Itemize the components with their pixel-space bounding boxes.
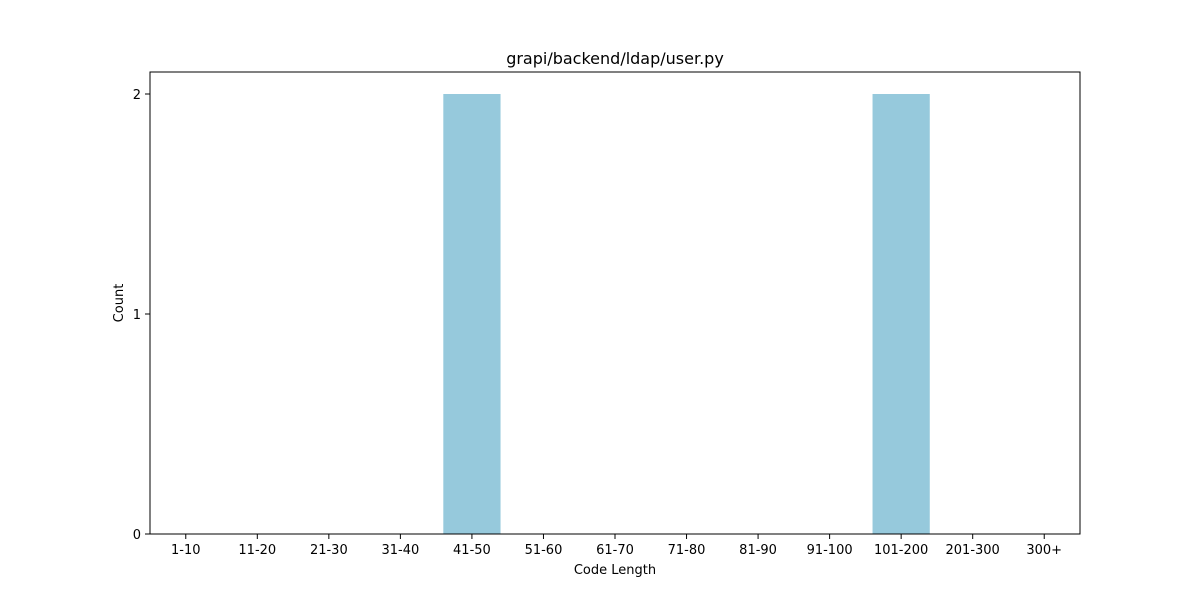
y-tick-label: 0 [133, 528, 141, 543]
bar-41-50 [443, 94, 501, 534]
y-tick-label: 1 [133, 308, 141, 323]
bar-group [443, 94, 930, 534]
x-tick-label: 21-30 [310, 543, 348, 558]
plot-frame [149, 71, 1081, 535]
x-tick-label: 81-90 [739, 543, 777, 558]
chart-title: grapi/backend/ldap/user.py [506, 49, 724, 68]
y-axis: 0 1 2 [133, 88, 150, 543]
x-tick-label: 201-300 [946, 543, 1000, 558]
x-tick-label: 61-70 [596, 543, 634, 558]
x-axis: 1-10 11-20 21-30 31-40 41-50 51-60 61-70 71-80 8… [171, 534, 1062, 558]
x-tick-label: 51-60 [525, 543, 563, 558]
x-tick-label: 101-200 [874, 543, 928, 558]
x-tick-label: 1-10 [171, 543, 201, 558]
x-axis-label: Code Length [574, 563, 656, 578]
x-tick-label: 71-80 [668, 543, 706, 558]
x-tick-label: 300+ [1026, 543, 1062, 558]
y-tick-label: 2 [133, 88, 141, 103]
x-tick-label: 91-100 [807, 543, 853, 558]
y-axis-label: Count [112, 284, 127, 323]
x-tick-label: 41-50 [453, 543, 491, 558]
x-tick-label: 31-40 [381, 543, 419, 558]
bar-101-200 [872, 94, 930, 534]
x-tick-label: 11-20 [238, 543, 276, 558]
